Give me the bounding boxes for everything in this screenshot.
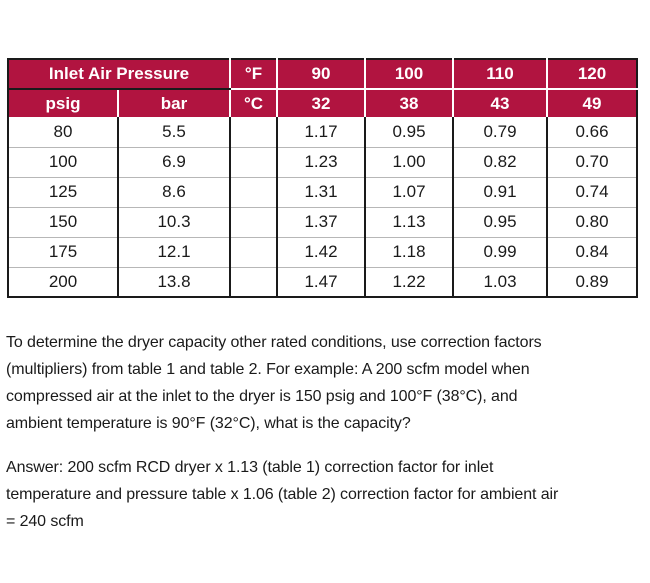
table-row: 175 12.1 1.42 1.18 0.99 0.84 (8, 236, 637, 267)
psig-value: 80 (8, 117, 118, 147)
bar-value: 13.8 (117, 266, 230, 297)
bar-value: 10.3 (117, 206, 230, 237)
bar-value: 5.5 (117, 117, 230, 147)
header-temp-f-90: 90 (276, 59, 365, 90)
header-row-celsius: psig bar °C 32 38 43 49 (8, 89, 637, 117)
factor-value: 1.31 (276, 176, 365, 207)
header-temp-c-38: 38 (364, 89, 453, 117)
factor-value: 1.23 (276, 146, 365, 177)
header-temp-c-49: 49 (546, 89, 637, 117)
correction-factor-table: Inlet Air Pressure °F 90 100 110 120 psi… (7, 58, 638, 298)
factor-value: 0.95 (364, 117, 453, 147)
header-row-fahrenheit: Inlet Air Pressure °F 90 100 110 120 (8, 59, 637, 90)
bar-value: 8.6 (117, 176, 230, 207)
factor-value: 0.74 (546, 176, 637, 207)
factor-value: 0.89 (546, 266, 637, 297)
factor-value: 1.47 (276, 266, 365, 297)
header-unit-celsius: °C (229, 89, 277, 117)
psig-value: 175 (8, 236, 118, 267)
factor-value: 1.18 (364, 236, 453, 267)
bar-value: 12.1 (117, 236, 230, 267)
factor-value: 0.91 (452, 176, 547, 207)
psig-value: 125 (8, 176, 118, 207)
unit-empty-cell (229, 176, 277, 207)
psig-value: 100 (8, 146, 118, 177)
factor-value: 0.99 (452, 236, 547, 267)
bar-value: 6.9 (117, 146, 230, 177)
table-row: 200 13.8 1.47 1.22 1.03 0.89 (8, 266, 637, 297)
unit-empty-cell (229, 266, 277, 297)
factor-value: 0.70 (546, 146, 637, 177)
factor-value: 1.22 (364, 266, 453, 297)
factor-value: 0.66 (546, 117, 637, 147)
header-psig: psig (8, 89, 118, 117)
unit-empty-cell (229, 236, 277, 267)
factor-value: 1.00 (364, 146, 453, 177)
factor-value: 1.07 (364, 176, 453, 207)
factor-value: 1.03 (452, 266, 547, 297)
factor-value: 0.82 (452, 146, 547, 177)
answer-paragraph: Answer: 200 scfm RCD dryer x 1.13 (table… (6, 459, 559, 530)
header-temp-c-43: 43 (452, 89, 547, 117)
table-row: 100 6.9 1.23 1.00 0.82 0.70 (8, 146, 637, 177)
header-temp-f-110: 110 (452, 59, 547, 90)
factor-value: 0.79 (452, 117, 547, 147)
header-temp-f-100: 100 (364, 59, 453, 90)
psig-value: 150 (8, 206, 118, 237)
factor-value: 1.17 (276, 117, 365, 147)
unit-empty-cell (229, 146, 277, 177)
header-unit-fahrenheit: °F (229, 59, 277, 90)
description-paragraph: To determine the dryer capacity other ra… (6, 334, 542, 432)
table-row: 80 5.5 1.17 0.95 0.79 0.66 (8, 117, 637, 147)
factor-value: 1.42 (276, 236, 365, 267)
header-temp-c-32: 32 (276, 89, 365, 117)
factor-value: 0.80 (546, 206, 637, 237)
header-bar: bar (117, 89, 230, 117)
table-row: 150 10.3 1.37 1.13 0.95 0.80 (8, 206, 637, 237)
factor-value: 1.37 (276, 206, 365, 237)
unit-empty-cell (229, 206, 277, 237)
factor-value: 0.84 (546, 236, 637, 267)
header-inlet-air-pressure: Inlet Air Pressure (8, 59, 230, 90)
factor-value: 0.95 (452, 206, 547, 237)
header-temp-f-120: 120 (546, 59, 637, 90)
psig-value: 200 (8, 266, 118, 297)
unit-empty-cell (229, 117, 277, 147)
factor-value: 1.13 (364, 206, 453, 237)
table-row: 125 8.6 1.31 1.07 0.91 0.74 (8, 176, 637, 207)
